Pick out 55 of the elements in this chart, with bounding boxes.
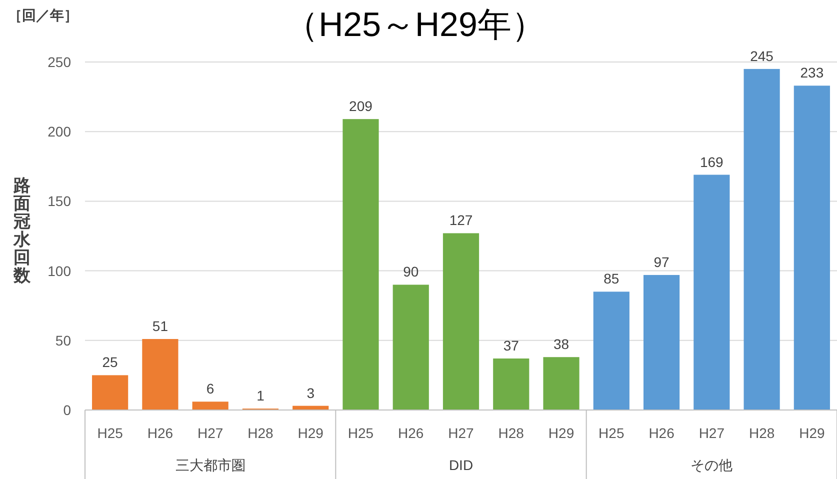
x-tick-label: H25 bbox=[97, 425, 124, 441]
text: 三大都市圏 bbox=[175, 457, 246, 473]
x-tick-label: H28 bbox=[748, 425, 775, 441]
x-tick-label: H28 bbox=[498, 425, 524, 441]
x-tick-label: H29 bbox=[799, 425, 825, 441]
bar bbox=[744, 68, 780, 410]
data-label: 97 bbox=[654, 254, 670, 270]
text: その他 bbox=[690, 457, 733, 473]
bar bbox=[643, 274, 680, 410]
x-tick-label: H29 bbox=[298, 425, 324, 441]
data-label: 51 bbox=[152, 318, 168, 334]
data-label: 1 bbox=[256, 388, 265, 404]
y-tick-label: 150 bbox=[48, 193, 72, 210]
data-label: 233 bbox=[800, 64, 824, 81]
x-tick-label: H28 bbox=[248, 425, 274, 441]
y-axis-title: 路面冠水回数 bbox=[12, 176, 32, 285]
text: ［回／年］ bbox=[8, 7, 78, 23]
data-label: 25 bbox=[102, 354, 118, 370]
data-label: 209 bbox=[349, 98, 373, 114]
data-label: 127 bbox=[449, 212, 473, 228]
y-tick-label: 250 bbox=[48, 54, 72, 70]
bar bbox=[593, 292, 630, 410]
x-tick-label: H25 bbox=[598, 425, 624, 441]
data-label: 245 bbox=[750, 48, 774, 64]
x-tick-label: H25 bbox=[348, 425, 374, 441]
x-tick-label: H29 bbox=[548, 425, 574, 441]
x-tick-label: H26 bbox=[398, 425, 424, 441]
data-label: 37 bbox=[503, 337, 520, 354]
bar bbox=[92, 375, 128, 410]
text: DID bbox=[448, 457, 474, 473]
bar bbox=[392, 284, 429, 410]
y-tick-label: 100 bbox=[48, 262, 72, 279]
bar bbox=[794, 86, 830, 410]
data-label: 6 bbox=[206, 380, 214, 397]
bar bbox=[694, 174, 730, 410]
y-tick-label: 0 bbox=[63, 402, 72, 418]
bar bbox=[142, 339, 178, 410]
data-label: 90 bbox=[403, 264, 419, 280]
data-label: 85 bbox=[604, 270, 620, 287]
bar bbox=[442, 233, 480, 410]
bar bbox=[543, 357, 580, 410]
x-tick-label: H27 bbox=[448, 425, 474, 441]
y-tick-label: 200 bbox=[48, 124, 72, 140]
y-tick-label: 50 bbox=[55, 332, 72, 348]
x-tick-label: H26 bbox=[147, 425, 174, 441]
data-label: 38 bbox=[553, 336, 570, 352]
chart-title: （H25～H29年） bbox=[284, 6, 546, 44]
bar bbox=[192, 402, 228, 410]
x-tick-label: H27 bbox=[698, 425, 725, 441]
x-tick-label: H27 bbox=[197, 425, 224, 441]
data-label: 169 bbox=[700, 154, 724, 170]
data-label: 3 bbox=[306, 384, 315, 401]
bar bbox=[493, 358, 530, 410]
x-tick-label: H26 bbox=[648, 425, 675, 441]
bar bbox=[342, 119, 379, 410]
